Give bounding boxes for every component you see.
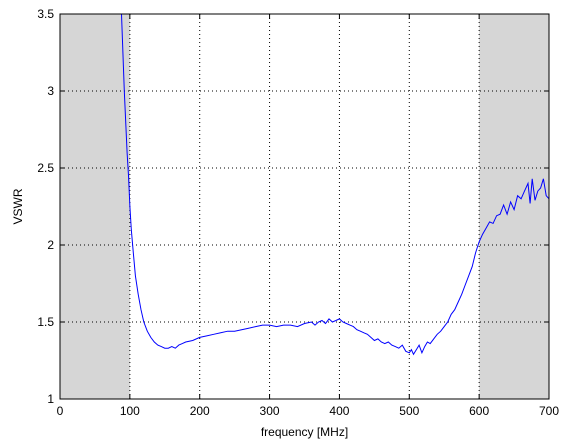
- plot-frame: [59, 13, 550, 400]
- y-tick-label-3: 2.5: [37, 161, 54, 175]
- shaded-region-0: [60, 14, 130, 399]
- x-axis-label: frequency [MHz]: [261, 425, 348, 439]
- x-tick-label-5: 500: [399, 404, 419, 418]
- x-tick-label-7: 700: [539, 404, 559, 418]
- x-tick-label-2: 200: [190, 404, 210, 418]
- y-axis-label: VSWR: [11, 188, 25, 224]
- y-tick-label-2: 2: [47, 238, 54, 252]
- y-tick-label-5: 3.5: [37, 7, 54, 21]
- series-line-0: [121, 13, 550, 356]
- x-tick-label-3: 300: [260, 404, 280, 418]
- x-tick-label-1: 100: [120, 404, 140, 418]
- x-tick-label-6: 600: [469, 404, 489, 418]
- y-tick-label-0: 1: [47, 392, 54, 406]
- x-tick-label-0: 0: [57, 404, 64, 418]
- shaded-region-1: [479, 14, 549, 399]
- y-tick-label-1: 1.5: [37, 315, 54, 329]
- y-tick-label-4: 3: [47, 84, 54, 98]
- x-tick-label-4: 400: [329, 404, 349, 418]
